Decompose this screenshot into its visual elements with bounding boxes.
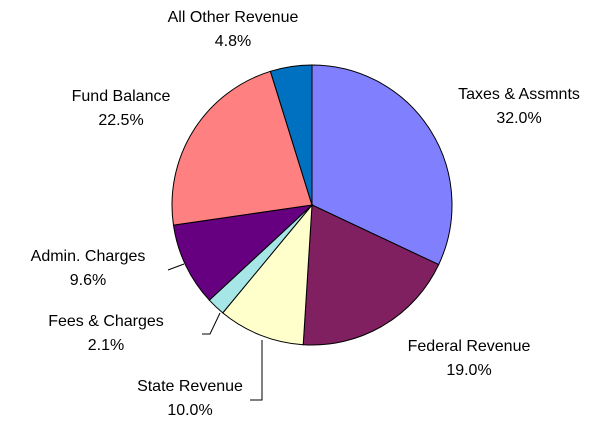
slice-value-label: 32.0% (496, 110, 541, 127)
slice-value-label: 22.5% (98, 112, 143, 129)
pie-slice (311, 64, 453, 266)
slice-value-label: 19.0% (446, 362, 491, 379)
pie-slice (222, 203, 313, 346)
slice-value-label: 10.0% (167, 402, 212, 419)
slice-value-label: 2.1% (88, 337, 124, 354)
leader-line (250, 340, 263, 401)
pie-slice (269, 64, 313, 206)
slice-label: All Other Revenue (168, 9, 299, 26)
leader-line (167, 263, 185, 271)
leader-line (202, 312, 221, 335)
slice-value-label: 4.8% (215, 33, 251, 50)
slice-value-label: 9.6% (70, 272, 106, 289)
slice-label: Fees & Charges (48, 313, 164, 330)
slice-label: Admin. Charges (31, 248, 146, 265)
pie-slice (302, 204, 440, 346)
slice-label: State Revenue (137, 378, 243, 395)
slice-label: Fund Balance (72, 88, 171, 105)
slice-label: Federal Revenue (408, 338, 531, 355)
pie-slice (171, 70, 313, 226)
pie-slice (172, 204, 314, 301)
slice-label: Taxes & Assmnts (458, 86, 580, 103)
